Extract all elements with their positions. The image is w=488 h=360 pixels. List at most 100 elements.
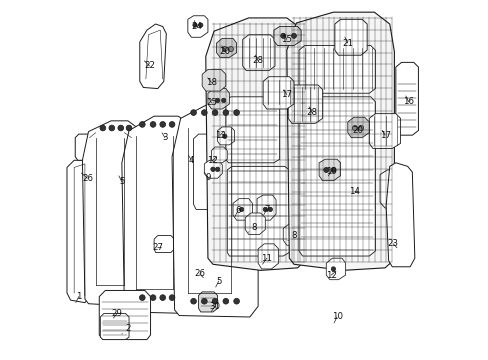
Ellipse shape [212,110,218,116]
Polygon shape [283,224,302,245]
Text: 17: 17 [281,90,292,99]
Text: 20: 20 [351,126,362,135]
Polygon shape [286,12,394,270]
Text: 8: 8 [287,231,296,241]
Polygon shape [258,244,278,269]
Ellipse shape [221,98,225,103]
Ellipse shape [263,207,267,212]
Text: 5: 5 [215,276,221,287]
Polygon shape [319,159,340,181]
Ellipse shape [190,110,196,116]
Polygon shape [187,16,207,37]
Polygon shape [122,116,193,314]
Text: 21: 21 [342,37,352,48]
Ellipse shape [222,46,227,51]
Text: 16: 16 [403,96,413,106]
Ellipse shape [169,122,175,127]
Polygon shape [273,27,301,45]
Ellipse shape [150,295,156,301]
Text: 2: 2 [122,324,130,334]
Ellipse shape [222,134,226,138]
Polygon shape [216,39,236,57]
Text: 27: 27 [152,243,163,252]
Ellipse shape [190,298,196,304]
Ellipse shape [330,167,335,172]
Text: 3: 3 [162,133,167,142]
Text: 6: 6 [235,206,240,216]
Text: 23: 23 [387,239,398,248]
Text: 12: 12 [207,156,218,165]
Ellipse shape [323,167,328,172]
Text: 5: 5 [119,176,124,186]
Text: 26: 26 [81,173,93,183]
Polygon shape [368,114,400,148]
Polygon shape [100,314,129,339]
Text: 4: 4 [188,156,194,165]
Polygon shape [204,160,222,178]
Ellipse shape [212,298,218,304]
Text: 24: 24 [191,21,202,31]
Text: 15: 15 [281,33,292,44]
Polygon shape [140,24,166,89]
Polygon shape [347,117,368,138]
Text: 10: 10 [331,312,342,323]
Text: 12: 12 [325,270,336,279]
Ellipse shape [192,23,197,27]
Polygon shape [211,147,227,163]
Polygon shape [217,127,234,145]
Ellipse shape [139,122,145,127]
Polygon shape [386,163,414,267]
Polygon shape [207,89,229,109]
Polygon shape [325,258,345,280]
Ellipse shape [228,46,233,51]
Text: 9: 9 [203,172,210,182]
Text: 7: 7 [264,205,269,215]
Ellipse shape [223,110,228,116]
Polygon shape [193,134,215,210]
Polygon shape [298,45,375,93]
Ellipse shape [267,207,272,212]
Polygon shape [99,291,150,339]
Polygon shape [379,170,402,208]
Ellipse shape [330,267,335,271]
Polygon shape [257,195,276,220]
Ellipse shape [352,126,357,131]
Polygon shape [242,35,274,71]
Text: 26: 26 [194,269,205,278]
Polygon shape [225,97,279,163]
Text: 28: 28 [252,55,263,66]
Ellipse shape [233,110,239,116]
Ellipse shape [126,125,132,131]
Text: 29: 29 [112,309,122,318]
Polygon shape [233,199,252,220]
Ellipse shape [169,295,175,301]
Ellipse shape [280,33,285,39]
Ellipse shape [201,110,207,116]
Polygon shape [334,19,366,55]
Polygon shape [244,213,265,234]
Ellipse shape [160,122,165,127]
Polygon shape [75,134,92,160]
Ellipse shape [109,125,115,131]
Text: 18: 18 [205,78,217,87]
Text: 11: 11 [261,254,272,264]
Ellipse shape [223,298,228,304]
Ellipse shape [160,295,165,301]
Ellipse shape [118,125,123,131]
Text: 8: 8 [248,223,257,232]
Text: 28: 28 [306,107,317,117]
Ellipse shape [210,167,215,171]
Text: 1: 1 [76,292,81,302]
Ellipse shape [198,23,203,27]
Text: 14: 14 [349,187,360,196]
Ellipse shape [358,126,363,131]
Ellipse shape [233,298,239,304]
Polygon shape [154,235,174,252]
Ellipse shape [291,33,296,39]
Polygon shape [205,18,305,270]
Ellipse shape [239,207,244,212]
Text: 22: 22 [143,61,155,71]
Text: 13: 13 [214,131,225,140]
Ellipse shape [215,98,219,103]
Text: 20: 20 [219,46,230,56]
